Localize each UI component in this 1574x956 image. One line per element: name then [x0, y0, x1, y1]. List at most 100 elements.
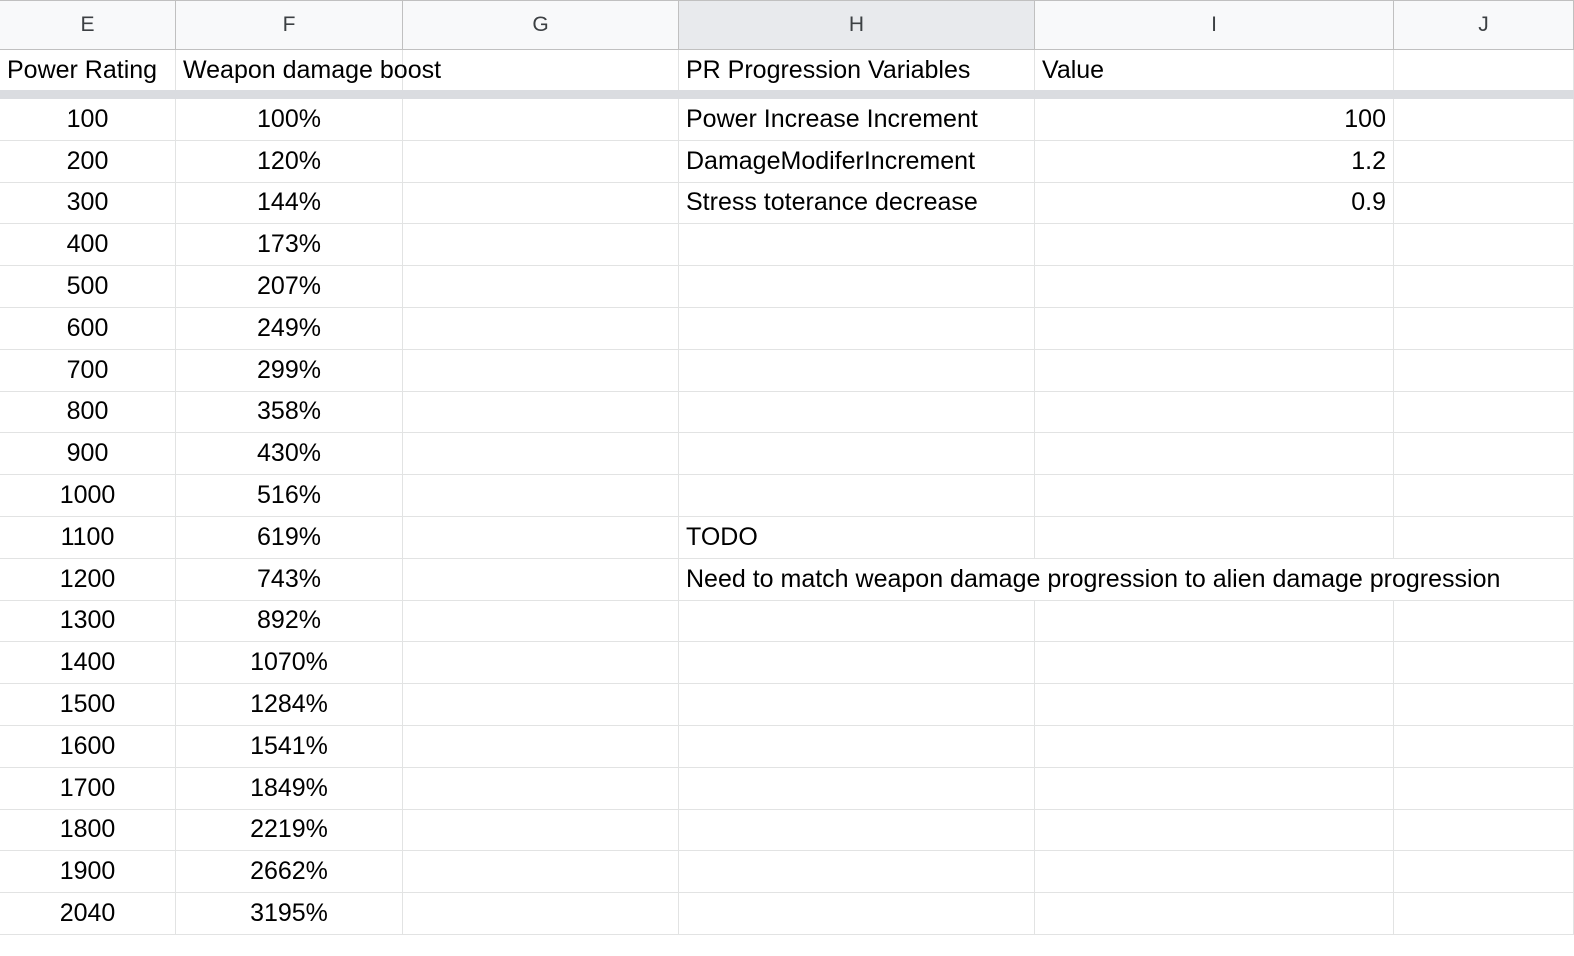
cell-power-rating[interactable]: 1100	[0, 517, 176, 558]
cell-j[interactable]	[1394, 642, 1574, 684]
cell-pr-variable[interactable]	[679, 642, 1035, 684]
cell-g[interactable]	[403, 600, 679, 642]
cell-weapon-damage-boost[interactable]: 144%	[176, 182, 403, 224]
cell-header-pr-variables[interactable]: PR Progression Variables	[679, 50, 1035, 90]
cell-weapon-damage-boost[interactable]: 358%	[176, 391, 403, 433]
cell-j[interactable]	[1394, 349, 1574, 391]
cell-weapon-damage-boost[interactable]: 743%	[176, 558, 403, 600]
cell-g[interactable]	[403, 391, 679, 433]
cell-j[interactable]	[1394, 140, 1574, 182]
cell-power-rating[interactable]: 1900	[0, 851, 176, 893]
cell-weapon-damage-boost[interactable]: 1541%	[176, 726, 403, 767]
cell-power-rating[interactable]: 1700	[0, 767, 176, 809]
cell-power-rating[interactable]: 1600	[0, 726, 176, 767]
cell-pr-variable[interactable]	[679, 224, 1035, 266]
cell-value[interactable]	[1035, 851, 1394, 893]
cell-pr-variable[interactable]	[679, 809, 1035, 851]
cell-pr-variable[interactable]: DamageModiferIncrement	[679, 140, 1035, 182]
cell-g[interactable]	[403, 182, 679, 224]
cell-power-rating[interactable]: 900	[0, 433, 176, 475]
cell-g[interactable]	[403, 767, 679, 809]
cell-power-rating[interactable]: 2040	[0, 893, 176, 934]
cell-g[interactable]	[403, 308, 679, 349]
cell-value[interactable]	[1035, 517, 1394, 558]
column-header-g[interactable]: G	[403, 1, 679, 49]
cell-power-rating[interactable]: 1200	[0, 558, 176, 600]
cell-power-rating[interactable]: 400	[0, 224, 176, 266]
cell-j[interactable]	[1394, 517, 1574, 558]
cell-value[interactable]	[1035, 266, 1394, 307]
cell-weapon-damage-boost[interactable]: 430%	[176, 433, 403, 475]
cell-pr-variable[interactable]	[679, 349, 1035, 391]
cell-j[interactable]	[1394, 99, 1574, 140]
cell-j[interactable]	[1394, 391, 1574, 433]
column-header-e[interactable]: E	[0, 1, 176, 49]
cell-weapon-damage-boost[interactable]: 3195%	[176, 893, 403, 934]
cell-pr-variable[interactable]	[679, 600, 1035, 642]
cell-header-power-rating[interactable]: Power Rating	[0, 50, 176, 90]
cell-value[interactable]	[1035, 684, 1394, 725]
cell-g[interactable]	[403, 99, 679, 140]
frozen-row-divider[interactable]	[0, 90, 1574, 99]
cell-g[interactable]	[403, 475, 679, 516]
cell-value[interactable]	[1035, 349, 1394, 391]
cell-value[interactable]	[1035, 642, 1394, 684]
cell-power-rating[interactable]: 1000	[0, 475, 176, 516]
cell-power-rating[interactable]: 1300	[0, 600, 176, 642]
column-header-j[interactable]: J	[1394, 1, 1574, 49]
cell-weapon-damage-boost[interactable]: 2219%	[176, 809, 403, 851]
cell-g[interactable]	[403, 517, 679, 558]
cell-power-rating[interactable]: 1800	[0, 809, 176, 851]
cell-weapon-damage-boost[interactable]: 249%	[176, 308, 403, 349]
cell-value[interactable]: 1.2	[1035, 140, 1394, 182]
cell-g[interactable]	[403, 558, 679, 600]
cell-weapon-damage-boost[interactable]: 1284%	[176, 684, 403, 725]
cell-j[interactable]	[1394, 684, 1574, 725]
cell-g[interactable]	[403, 851, 679, 893]
cell-weapon-damage-boost[interactable]: 120%	[176, 140, 403, 182]
cell-value[interactable]	[1035, 475, 1394, 516]
cell-header-g[interactable]	[403, 50, 679, 90]
cell-value[interactable]	[1035, 767, 1394, 809]
cell-pr-variable[interactable]	[679, 308, 1035, 349]
cell-g[interactable]	[403, 224, 679, 266]
cell-j[interactable]	[1394, 266, 1574, 307]
cell-weapon-damage-boost[interactable]: 1849%	[176, 767, 403, 809]
cell-value[interactable]: 0.9	[1035, 182, 1394, 224]
cell-j[interactable]	[1394, 600, 1574, 642]
cell-g[interactable]	[403, 266, 679, 307]
cell-power-rating[interactable]: 1500	[0, 684, 176, 725]
cell-pr-variable[interactable]	[679, 851, 1035, 893]
column-header-i[interactable]: I	[1035, 1, 1394, 49]
cell-header-weapon-damage-boost[interactable]: Weapon damage boost	[176, 50, 441, 90]
cell-pr-variable[interactable]	[679, 893, 1035, 934]
cell-value[interactable]	[1035, 308, 1394, 349]
cell-power-rating[interactable]: 100	[0, 99, 176, 140]
cell-j[interactable]	[1394, 726, 1574, 767]
cell-j[interactable]	[1394, 851, 1574, 893]
cell-pr-variable[interactable]	[679, 391, 1035, 433]
cell-value[interactable]	[1035, 893, 1394, 934]
cell-weapon-damage-boost[interactable]: 299%	[176, 349, 403, 391]
cell-pr-variable[interactable]	[679, 684, 1035, 725]
cell-pr-variable[interactable]: Power Increase Increment	[679, 99, 1035, 140]
cell-weapon-damage-boost[interactable]: 100%	[176, 99, 403, 140]
cell-pr-variable[interactable]: Need to match weapon damage progression …	[686, 564, 1501, 593]
cell-power-rating[interactable]: 300	[0, 182, 176, 224]
cell-j[interactable]	[1394, 475, 1574, 516]
cell-j[interactable]	[1394, 893, 1574, 934]
cell-value[interactable]	[1035, 224, 1394, 266]
cell-value[interactable]	[1035, 809, 1394, 851]
cell-j[interactable]	[1394, 308, 1574, 349]
cell-weapon-damage-boost[interactable]: 207%	[176, 266, 403, 307]
cell-header-value[interactable]: Value	[1035, 50, 1394, 90]
cell-pr-variable[interactable]	[679, 767, 1035, 809]
cell-g[interactable]	[403, 642, 679, 684]
cell-pr-variable[interactable]	[679, 266, 1035, 307]
cell-header-j[interactable]	[1394, 50, 1574, 90]
cell-value[interactable]	[1035, 433, 1394, 475]
cell-power-rating[interactable]: 200	[0, 140, 176, 182]
cell-weapon-damage-boost[interactable]: 892%	[176, 600, 403, 642]
cell-j[interactable]	[1394, 433, 1574, 475]
cell-j[interactable]	[1394, 767, 1574, 809]
